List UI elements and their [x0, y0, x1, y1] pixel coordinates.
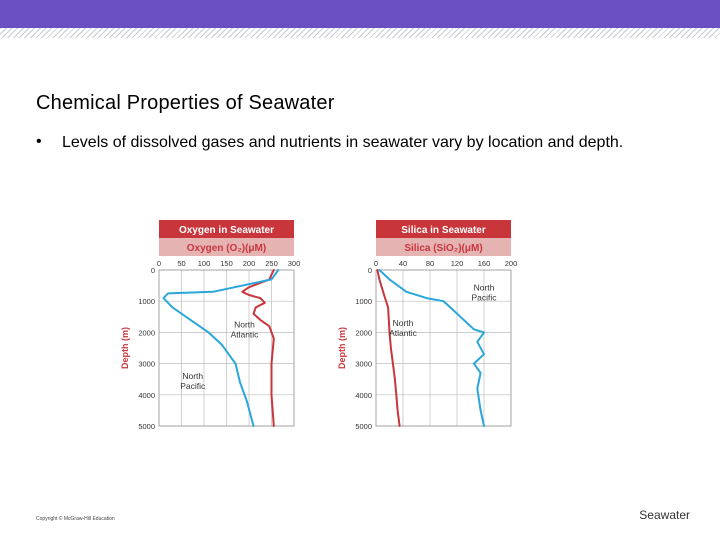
x-tick-label: 0 — [374, 259, 378, 268]
series-line-north-atlantic — [241, 269, 275, 427]
series-label: North — [474, 282, 495, 292]
x-tick-label: 80 — [426, 259, 434, 268]
series-label: Atlantic — [389, 328, 418, 338]
plot-frame — [158, 269, 295, 427]
y-tick-label: 5000 — [355, 422, 372, 431]
silica-chart-svg: Silica in Seawater Silica (SiO₂)(μM) 0 40 80… — [337, 220, 518, 431]
y-tick-label: 1000 — [355, 297, 372, 306]
oxygen-chart-svg: Oxygen in Seawater Oxygen (O₂)(μM) 0 50 100 1… — [120, 220, 301, 431]
chart-title-band — [159, 220, 294, 238]
y-tick-label: 4000 — [355, 391, 372, 400]
series-line-north-atlantic — [376, 269, 401, 427]
x-tick-label: 120 — [451, 259, 464, 268]
x-axis-label: Silica (SiO₂)(μM) — [404, 243, 482, 254]
accent-bar — [0, 0, 720, 28]
footer-label: Seawater — [639, 508, 690, 522]
y-tick-label: 1000 — [138, 297, 155, 306]
chart-title: Oxygen in Seawater — [179, 225, 274, 236]
x-axis-label: Oxygen (O₂)(μM) — [187, 243, 266, 254]
x-tick-label: 200 — [243, 259, 256, 268]
series-line-north-pacific — [378, 269, 485, 427]
x-tick-label: 0 — [157, 259, 161, 268]
series-label: North — [393, 318, 414, 328]
slide-title: Chemical Properties of Seawater — [36, 92, 335, 114]
series-label: Atlantic — [231, 330, 260, 340]
x-label-band — [376, 238, 511, 256]
x-label-band — [159, 238, 294, 256]
x-tick-label: 300 — [288, 259, 301, 268]
y-tick-label: 2000 — [355, 328, 372, 337]
y-tick-label: 0 — [368, 266, 372, 275]
chart-title-band — [376, 220, 511, 238]
y-tick-label: 3000 — [355, 360, 372, 369]
bullet-text: Levels of dissolved gases and nutrients … — [62, 134, 624, 151]
series-label: Pacific — [180, 381, 206, 391]
x-tick-label: 200 — [505, 259, 518, 268]
series-label: North — [234, 320, 255, 330]
chart-title: Silica in Seawater — [401, 225, 486, 236]
x-tick-label: 40 — [399, 259, 407, 268]
oxygen-chart: Oxygen in Seawater Oxygen (O₂)(μM) 0 50 100 1… — [115, 218, 305, 441]
x-tick-label: 150 — [220, 259, 233, 268]
y-tick-label: 2000 — [138, 328, 155, 337]
hatched-divider — [0, 28, 720, 38]
y-tick-label: 3000 — [138, 360, 155, 369]
y-tick-label: 5000 — [138, 422, 155, 431]
x-tick-label: 50 — [177, 259, 185, 268]
x-tick-label: 100 — [198, 259, 211, 268]
y-tick-label: 0 — [151, 266, 155, 275]
bullet-symbol: • — [36, 133, 42, 150]
silica-chart: Silica in Seawater Silica (SiO₂)(μM) 0 40 80… — [332, 218, 522, 441]
y-tick-label: 4000 — [138, 391, 155, 400]
series-label: North — [182, 371, 203, 381]
x-tick-label: 160 — [478, 259, 491, 268]
series-label: Pacific — [471, 292, 497, 302]
plot-frame — [375, 269, 512, 427]
series-line-north-pacific — [162, 269, 280, 427]
y-axis-label: Depth (m) — [337, 327, 347, 369]
copyright-text: Copyright © McGraw-Hill Education — [36, 516, 115, 522]
x-tick-label: 250 — [265, 259, 278, 268]
y-axis-label: Depth (m) — [120, 327, 130, 369]
